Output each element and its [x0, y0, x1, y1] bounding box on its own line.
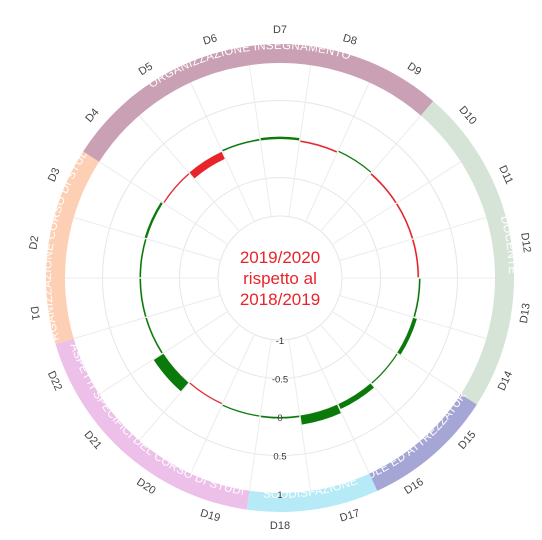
segment-label: D15 [456, 429, 478, 452]
grid-spoke [305, 334, 371, 475]
bar-D6 [222, 138, 260, 152]
segment-label: D19 [199, 507, 222, 524]
grid-spoke [305, 81, 371, 222]
category-band [46, 151, 100, 344]
grid-spoke [248, 339, 272, 492]
center-title-line-2: rispetto al [243, 269, 317, 288]
grid-spoke [189, 81, 255, 222]
grid-spoke [320, 114, 422, 232]
bar-D14 [397, 317, 417, 355]
bar-D5 [189, 151, 225, 179]
bar-D4 [163, 173, 190, 203]
grid-spoke [189, 334, 255, 475]
grid-spoke [339, 294, 488, 340]
bar-D11 [396, 203, 414, 239]
bar-D20 [189, 382, 223, 405]
grid-spoke [288, 64, 312, 217]
bar-D8 [300, 140, 338, 153]
tick-label: -0.5 [272, 375, 288, 386]
bar-D21 [153, 353, 189, 392]
bar-D9 [338, 150, 372, 173]
data-bars [139, 136, 421, 425]
radial-axis: -1 -0.5 0 0.5 1 [272, 336, 288, 501]
bar-D13 [413, 278, 421, 317]
segment-label: D20 [134, 476, 157, 497]
segment-label: D5 [137, 60, 155, 78]
bar-D3 [144, 202, 163, 239]
segment-label: D12 [518, 232, 533, 254]
segment-label: D7 [273, 24, 287, 36]
grid-spoke [138, 114, 240, 232]
category-band [420, 101, 515, 405]
bar-D16 [338, 383, 374, 410]
grid-spoke [339, 216, 488, 262]
segment-label: D3 [46, 166, 63, 184]
segment-label: D22 [45, 369, 64, 392]
category-band [83, 43, 434, 162]
bar-D15 [371, 353, 398, 384]
grid-spoke [98, 311, 229, 396]
bar-D2 [139, 239, 147, 278]
tick-label: -1 [276, 336, 284, 347]
grid-spoke [331, 311, 462, 396]
grid-spoke [138, 324, 240, 442]
bar-D17 [300, 404, 341, 425]
bar-D7 [260, 136, 300, 141]
tick-label: 0 [277, 413, 282, 424]
segment-label: D13 [518, 302, 533, 324]
segment-label: D4 [83, 106, 101, 124]
segment-label: D14 [496, 369, 515, 392]
category-label: ORGANIZZAZIONE CORSO DI STUDI [0, 0, 91, 342]
grid-spoke [98, 160, 229, 245]
category-band [369, 394, 477, 491]
segment-label: D11 [496, 164, 515, 187]
grid-spoke [320, 324, 422, 442]
bar-D19 [222, 404, 260, 417]
center-title-line-1: 2019/2020 [240, 248, 320, 267]
bar-D10 [370, 173, 397, 204]
segment-label: D6 [202, 32, 219, 47]
grid-spoke [72, 216, 221, 262]
bar-D1 [139, 278, 147, 317]
category-band [246, 473, 378, 512]
bar-D22 [145, 317, 163, 354]
segment-label: D10 [456, 104, 478, 127]
tick-label: 0.5 [273, 452, 286, 463]
tick-label: 1 [277, 490, 282, 501]
segment-label: D17 [338, 507, 361, 524]
segment-label: D8 [341, 32, 358, 47]
segment-label: D21 [82, 429, 104, 452]
center-title-line-3: 2018/2019 [240, 290, 320, 309]
bar-D12 [412, 239, 419, 278]
segment-label: D18 [270, 520, 290, 532]
segment-label: D9 [405, 60, 423, 78]
segment-label: D1 [28, 305, 42, 321]
grid-spoke [288, 339, 312, 492]
grid-spoke [331, 160, 462, 245]
segment-label: D16 [402, 476, 425, 497]
grid-spoke [248, 64, 272, 217]
segment-label: D2 [27, 235, 41, 251]
bar-D18 [260, 415, 300, 419]
category-band [55, 338, 250, 510]
grid-spoke [72, 294, 221, 340]
